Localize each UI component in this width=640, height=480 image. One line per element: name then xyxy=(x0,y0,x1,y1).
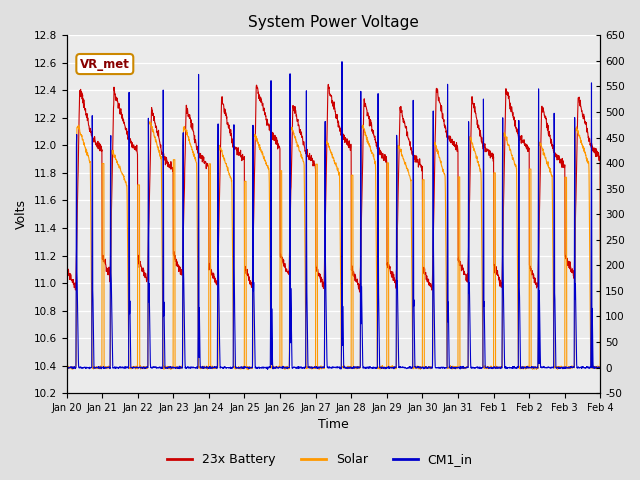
Title: System Power Voltage: System Power Voltage xyxy=(248,15,419,30)
Text: VR_met: VR_met xyxy=(80,58,130,71)
Legend: 23x Battery, Solar, CM1_in: 23x Battery, Solar, CM1_in xyxy=(163,448,477,471)
X-axis label: Time: Time xyxy=(318,419,349,432)
Y-axis label: Volts: Volts xyxy=(15,199,28,229)
